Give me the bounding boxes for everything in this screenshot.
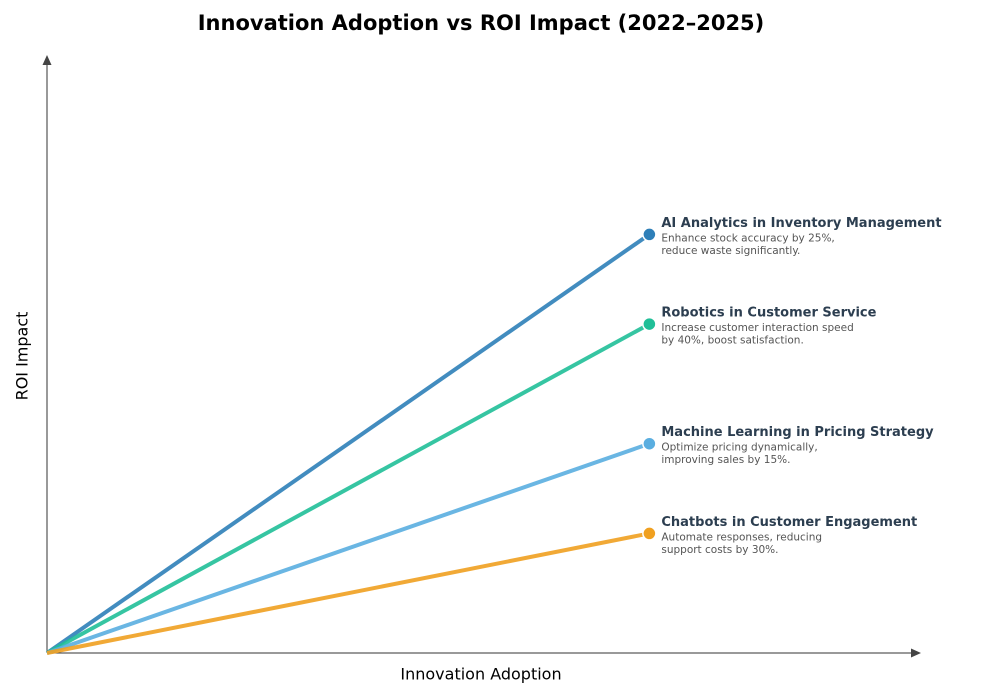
end-point <box>642 227 657 242</box>
y-axis-arrow <box>42 55 52 65</box>
y-axis-label: ROI Impact <box>13 312 32 401</box>
series-description: reduce waste significantly. <box>661 245 800 257</box>
series-description: improving sales by 15%. <box>661 454 790 466</box>
end-point <box>642 526 657 541</box>
series-name: Robotics in Customer Service <box>661 306 876 321</box>
series-description: Enhance stock accuracy by 25%, <box>661 232 834 244</box>
series-description: support costs by 30%. <box>661 544 778 556</box>
series-description: Automate responses, reducing <box>661 531 822 543</box>
series-name: Machine Learning in Pricing Strategy <box>661 425 934 440</box>
end-point <box>642 316 657 332</box>
series-name: AI Analytics in Inventory Management <box>661 216 941 231</box>
series-description: Increase customer interaction speed <box>661 322 853 334</box>
series-line <box>45 232 651 655</box>
series-line <box>46 531 650 655</box>
chart-title: Innovation Adoption vs ROI Impact (2022–… <box>198 11 765 35</box>
series-line <box>46 322 651 655</box>
series-name: Chatbots in Customer Engagement <box>661 515 917 530</box>
series-description: Optimize pricing dynamically, <box>661 442 817 454</box>
series-description: by 40%, boost satisfaction. <box>661 335 803 347</box>
x-axis-label: Innovation Adoption <box>400 665 561 684</box>
end-point <box>642 436 657 451</box>
series-line <box>46 441 651 655</box>
x-axis-arrow <box>911 648 921 658</box>
